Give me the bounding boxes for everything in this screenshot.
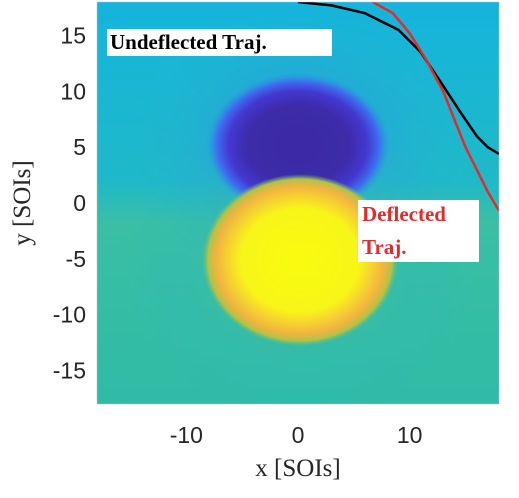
low-region bbox=[206, 73, 390, 203]
low-region-group bbox=[206, 73, 390, 203]
y-tick-label: 10 bbox=[60, 78, 86, 104]
annotation-undeflected-text: Undeflected Traj. bbox=[110, 30, 267, 54]
x-tick-label: -10 bbox=[170, 422, 203, 448]
annotation-deflected-line1: Deflected bbox=[362, 202, 446, 226]
y-axis-label: y [SOIs] bbox=[9, 160, 36, 245]
ticks-layer: -10 0 10 -15 -10 -5 0 5 10 15 bbox=[53, 23, 423, 449]
y-tick-label: -5 bbox=[66, 246, 86, 272]
y-tick-label: 0 bbox=[73, 190, 86, 216]
x-tick-label: 10 bbox=[397, 422, 423, 448]
plot-frame bbox=[96, 1, 500, 405]
series-layer bbox=[297, 2, 499, 212]
y-tick-label: 15 bbox=[60, 23, 86, 49]
x-axis-label: x [SOIs] bbox=[255, 455, 340, 482]
high-region bbox=[202, 174, 398, 346]
annotation-undeflected: Undeflected Traj. bbox=[107, 29, 332, 56]
series-line-deflected bbox=[372, 2, 499, 212]
y-tick-label: -15 bbox=[53, 358, 86, 384]
annotation-undeflected-bg bbox=[107, 29, 332, 56]
x-tick-label: 0 bbox=[292, 422, 305, 448]
annotation-deflected-line2: Traj. bbox=[362, 235, 407, 259]
y-tick-label: 5 bbox=[73, 134, 86, 160]
annotation-deflected-bg bbox=[358, 200, 479, 262]
y-tick-label: -10 bbox=[53, 302, 86, 328]
annotation-deflected: Deflected Traj. bbox=[358, 200, 479, 262]
